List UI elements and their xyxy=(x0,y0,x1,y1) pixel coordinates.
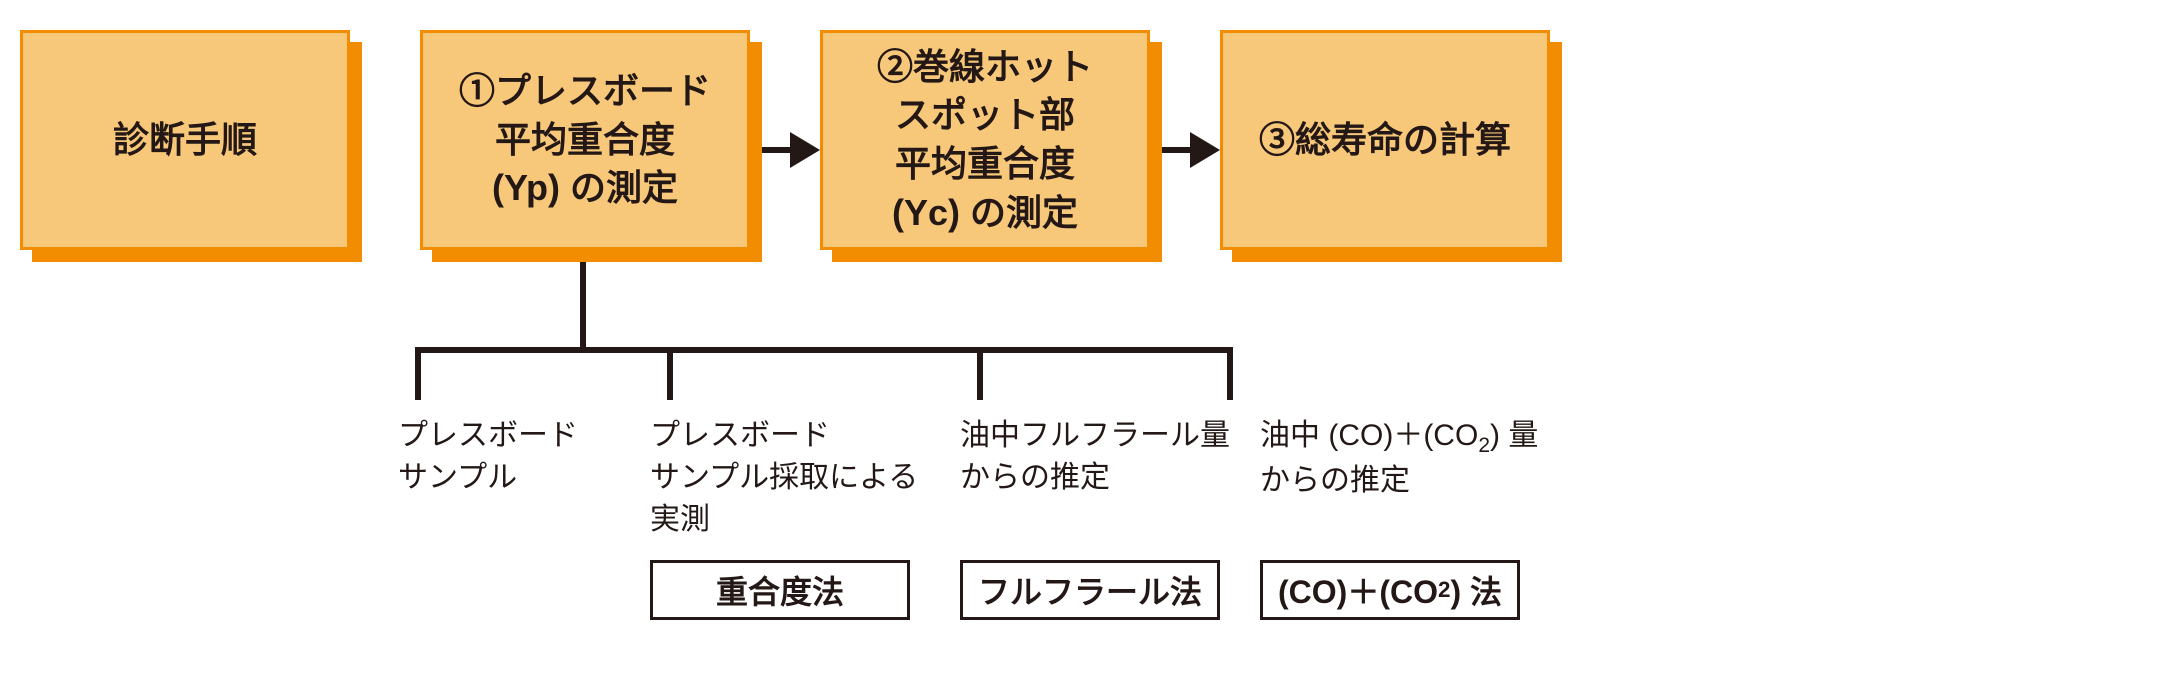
tree-drop-3 xyxy=(1227,350,1233,400)
b1: ①プレスボード平均重合度(Yp) の測定 xyxy=(420,30,750,250)
tree-trunk xyxy=(580,262,586,350)
b1-label: ①プレスボード平均重合度(Yp) の測定 xyxy=(459,67,711,213)
flow-diagram: 診断手順 ①プレスボード平均重合度(Yp) の測定 ②巻線ホットスポット部平均重合度… xyxy=(20,20,2146,672)
tree-hbar xyxy=(415,347,1233,353)
b2-label: ②巻線ホットスポット部平均重合度(Yc) の測定 xyxy=(877,43,1093,237)
leaf-1: プレスボードサンプル採取による実測 xyxy=(650,415,918,541)
leaf-3: 油中 (CO)＋(CO2) 量からの推定 xyxy=(1260,415,1538,502)
arrow-1 xyxy=(1162,132,1220,168)
b3-label: ③総寿命の計算 xyxy=(1259,116,1511,165)
b0-label: 診断手順 xyxy=(113,116,257,165)
leaf-0: プレスボードサンプル xyxy=(398,415,578,499)
tree-drop-0 xyxy=(415,350,421,400)
tree-drop-1 xyxy=(667,350,673,400)
b3: ③総寿命の計算 xyxy=(1220,30,1550,250)
b2: ②巻線ホットスポット部平均重合度(Yc) の測定 xyxy=(820,30,1150,250)
method-0: 重合度法 xyxy=(650,560,910,620)
arrow-0 xyxy=(762,132,820,168)
leaf-2: 油中フルフラール量からの推定 xyxy=(960,415,1230,499)
method-1: フルフラール法 xyxy=(960,560,1220,620)
method-2: (CO)＋(CO2) 法 xyxy=(1260,560,1520,620)
tree-drop-2 xyxy=(977,350,983,400)
b0: 診断手順 xyxy=(20,30,350,250)
